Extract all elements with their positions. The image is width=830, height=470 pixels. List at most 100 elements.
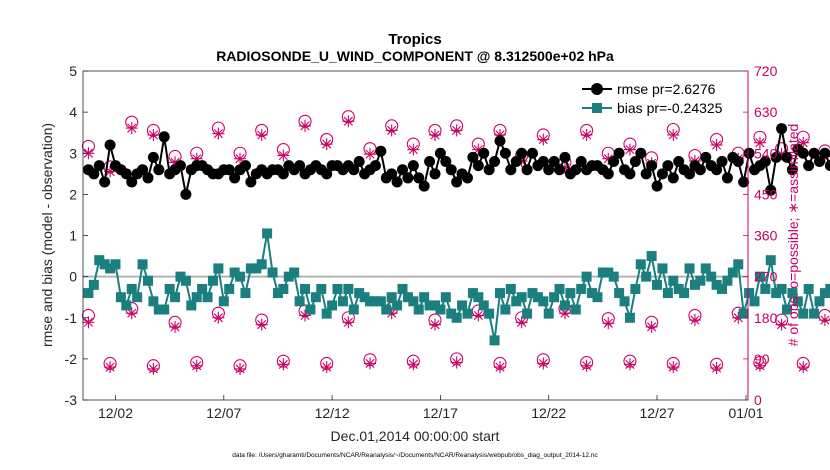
bias-point: [440, 292, 451, 303]
obs-assimilated-marker: [125, 122, 138, 135]
obs-assimilated-marker: [82, 316, 95, 329]
rmse-point: [613, 147, 625, 159]
bias-point: [386, 292, 397, 303]
star-stroke: [776, 320, 787, 330]
obs-assimilated-marker: [212, 311, 225, 324]
obs-assimilated-marker: [493, 361, 506, 374]
obs-assimilated-marker: [364, 357, 377, 370]
star-stroke: [365, 149, 375, 159]
obs-assimilated-marker: [407, 143, 420, 156]
rmse-point: [824, 160, 830, 172]
obs-assimilated-marker: [320, 361, 333, 374]
star-stroke: [148, 364, 158, 374]
rmse-point: [451, 176, 463, 188]
bias-point: [126, 283, 137, 294]
bias-point: [532, 292, 543, 303]
rmse-point: [294, 160, 306, 172]
bias-point: [754, 271, 765, 282]
bias-point: [408, 296, 419, 307]
bias-point: [170, 292, 181, 303]
bias-point: [88, 279, 99, 290]
bias-point: [787, 288, 798, 299]
rmse-point: [93, 160, 105, 172]
star-stroke: [408, 359, 418, 369]
bias-point: [137, 259, 148, 270]
left-tick-label: -2: [65, 351, 78, 367]
star-stroke: [755, 361, 765, 371]
bias-point: [105, 263, 116, 274]
bias-point: [294, 296, 305, 307]
bias-point: [191, 292, 202, 303]
rmse-point: [711, 164, 723, 176]
x-axis-label: Dec.01,2014 00:00:00 start: [331, 428, 500, 444]
star-stroke: [213, 129, 223, 139]
bias-point: [451, 312, 462, 323]
rmse-point: [137, 164, 149, 176]
rmse-point: [516, 147, 528, 159]
bias-point: [825, 283, 830, 294]
rmse-point: [348, 164, 360, 176]
bias-point: [392, 300, 403, 311]
right-tick-label: 180: [754, 310, 778, 326]
rmse-point: [229, 172, 241, 184]
rmse-point: [397, 164, 409, 176]
bias-point: [646, 251, 657, 262]
star-stroke: [452, 125, 462, 135]
obs-assimilated-marker: [277, 358, 290, 371]
bias-point: [359, 292, 370, 303]
rmse-point: [700, 151, 712, 163]
rmse-point: [797, 147, 809, 159]
obs-assimilated-marker: [580, 359, 593, 372]
right-tick-label: 360: [754, 228, 778, 244]
rmse-point: [510, 155, 522, 167]
bias-point: [413, 304, 424, 315]
obs-assimilated-marker: [537, 357, 550, 370]
left-axis-ticks: -3 -2 -1 0 1 2 3 4 5: [65, 63, 88, 408]
bias-point: [397, 283, 408, 294]
rmse-point: [499, 147, 511, 159]
obs-count-layer: [81, 110, 830, 375]
rmse-point: [407, 160, 419, 172]
star-stroke: [365, 358, 375, 369]
star-stroke: [517, 317, 527, 327]
bias-point: [684, 263, 695, 274]
star-stroke: [127, 123, 137, 133]
bias-point: [792, 296, 803, 307]
bias-point: [402, 292, 413, 303]
star-stroke: [343, 116, 353, 126]
rmse-point: [369, 160, 381, 172]
bias-point: [494, 288, 505, 299]
obs-assimilated-marker: [818, 314, 830, 327]
rmse-point: [277, 168, 289, 180]
bias-point: [467, 288, 478, 299]
obs-assimilated-marker: [147, 128, 160, 141]
obs-assimilated-marker: [710, 139, 723, 152]
star-stroke: [473, 310, 483, 321]
bias-point: [635, 259, 646, 270]
bias-point: [310, 292, 321, 303]
bias-point: [597, 267, 608, 278]
bias-point: [809, 308, 820, 319]
bias-point: [164, 283, 175, 294]
rmse-point: [386, 168, 398, 180]
rmse-point: [126, 176, 138, 188]
legend-rmse-label: rmse pr=2.6276: [617, 81, 716, 97]
right-tick-label: 630: [754, 104, 778, 120]
bias-point: [99, 259, 110, 270]
obs-assimilated-marker: [212, 127, 225, 140]
chart-subtitle: RADIOSONDE_U_WIND_COMPONENT @ 8.312500e+…: [216, 48, 614, 64]
x-tick-label: 12/02: [98, 405, 133, 421]
rmse-point: [684, 168, 696, 180]
rmse-point: [478, 147, 490, 159]
obs-assimilated-marker: [515, 316, 528, 329]
bias-point: [218, 296, 229, 307]
star-stroke: [690, 315, 700, 325]
obs-assimilated-marker: [753, 136, 766, 149]
bias-point: [110, 259, 121, 270]
left-tick-label: 2: [69, 186, 77, 202]
bias-point: [706, 271, 717, 282]
bias-point: [538, 296, 549, 307]
obs-assimilated-marker: [190, 359, 203, 372]
rmse-point: [526, 147, 538, 159]
